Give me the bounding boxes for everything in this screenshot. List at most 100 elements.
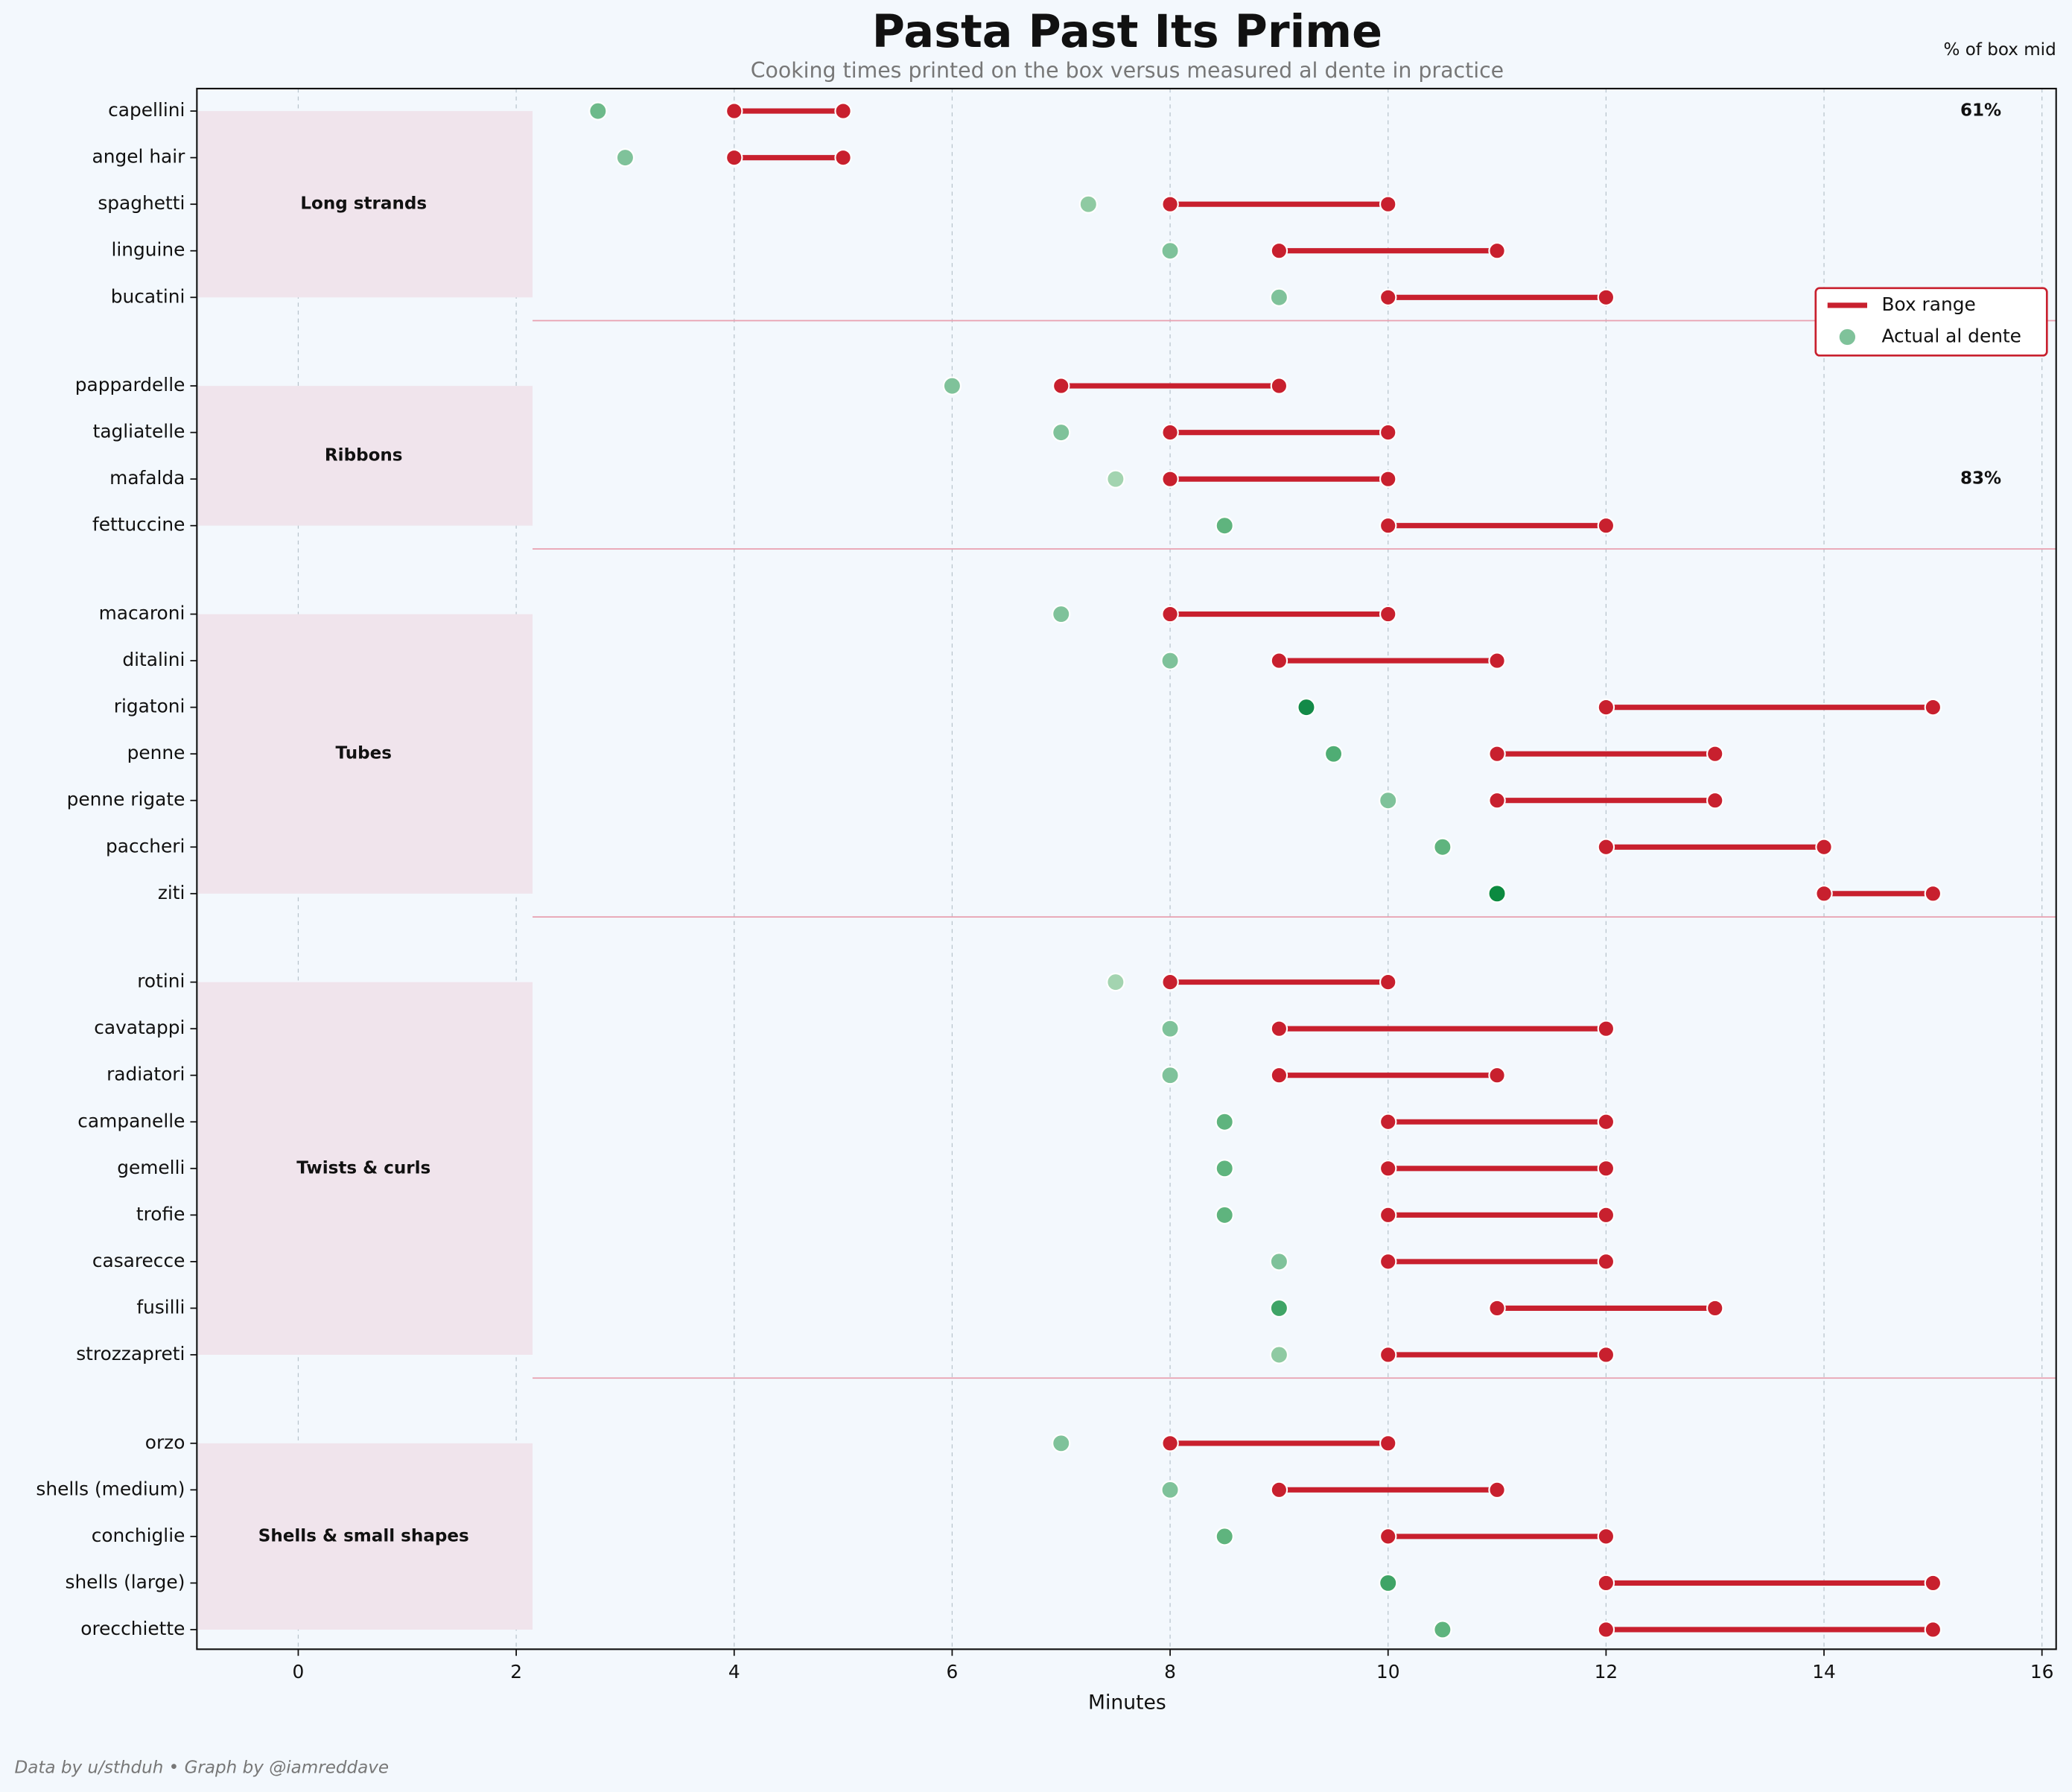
box-end [1379, 288, 1397, 306]
box-end [1379, 470, 1397, 488]
actual-dot [1215, 1112, 1234, 1131]
actual-dot [615, 148, 635, 168]
legend-label: Box range [1882, 293, 1976, 315]
box-end [1379, 1528, 1397, 1545]
x-tick-label: 6 [947, 1661, 959, 1683]
box-end [1924, 1621, 1942, 1639]
y-tick-label: ziti [158, 882, 185, 903]
box-end [1597, 1113, 1615, 1131]
box-end [1379, 605, 1397, 623]
actual-dot [1160, 1066, 1180, 1085]
x-tick-label: 12 [1595, 1661, 1618, 1683]
actual-dot [1052, 423, 1071, 442]
y-tick-label: shells (large) [66, 1571, 185, 1592]
box-end [1488, 1299, 1506, 1318]
box-end [1379, 517, 1397, 535]
box-end [1379, 1434, 1397, 1452]
actual-dot [1215, 516, 1234, 536]
actual-dot [1215, 1159, 1234, 1178]
y-tick-label: ditalini [122, 649, 185, 670]
corner-note: % of box mid [1943, 40, 2056, 60]
box-end [1161, 470, 1179, 488]
box-end [1161, 1434, 1179, 1452]
y-tick-label: spaghetti [98, 192, 185, 214]
y-tick-label: trofie [136, 1203, 185, 1224]
box-end [1379, 1160, 1397, 1178]
box-end [725, 102, 743, 120]
y-tick-label: rotini [137, 970, 185, 992]
box-end [1924, 698, 1942, 717]
actual-dot [1106, 973, 1125, 992]
box-end [1597, 517, 1615, 535]
box-end [1924, 1574, 1942, 1592]
box-end [1706, 745, 1724, 763]
footer: Data by u/sthduh • Graph by @iamreddave [15, 1758, 390, 1777]
y-tick-label: fusilli [136, 1296, 185, 1318]
actual-dot [1269, 1298, 1288, 1318]
y-tick-label: cavatappi [94, 1017, 185, 1038]
box-end [834, 148, 852, 167]
x-axis-label: Minutes [1088, 1691, 1166, 1715]
box-end [1270, 242, 1288, 260]
box-end [1488, 792, 1506, 810]
chart-subtitle: Cooking times printed on the box versus … [751, 58, 1504, 83]
box-end [1815, 838, 1833, 856]
group-band [198, 386, 533, 526]
group-band [198, 982, 533, 1355]
box-end [1597, 838, 1615, 856]
x-tick-label: 2 [510, 1661, 522, 1683]
box-end [1379, 1113, 1397, 1131]
actual-dot [1323, 744, 1344, 763]
group-label: Tubes [336, 744, 392, 763]
x-tick-label: 10 [1376, 1661, 1400, 1683]
box-end [1488, 652, 1506, 670]
chart-title: Pasta Past Its Prime [872, 6, 1382, 58]
y-tick-label: macaroni [99, 603, 185, 624]
y-tick-label: casarecce [92, 1250, 185, 1271]
box-end [1597, 1020, 1615, 1038]
plot-frame [196, 87, 2057, 1650]
y-tick-label: shells (medium) [36, 1478, 185, 1499]
box-end [1488, 1481, 1506, 1499]
box-end [1488, 745, 1506, 763]
box-end [1597, 698, 1615, 717]
box-end [1270, 652, 1288, 670]
actual-dot [1269, 287, 1288, 307]
y-tick-label: tagliatelle [93, 421, 185, 442]
actual-dot [1160, 651, 1180, 670]
actual-dot [1215, 1205, 1234, 1224]
actual-dot [1269, 1345, 1288, 1364]
y-tick-label: pappardelle [75, 374, 185, 395]
actual-dot [942, 376, 962, 395]
box-end [1597, 1621, 1615, 1639]
actual-dot [1160, 1480, 1180, 1499]
actual-dot [1379, 1573, 1398, 1593]
box-end [1161, 605, 1179, 623]
x-tick-label: 8 [1164, 1661, 1176, 1683]
actual-dot [1433, 1620, 1452, 1639]
y-tick-label: orecchiette [80, 1618, 185, 1639]
actual-dot [1269, 1252, 1288, 1271]
box-end [1379, 973, 1397, 991]
actual-dot [1379, 791, 1398, 810]
group-band [198, 111, 533, 298]
box-end [1488, 1067, 1506, 1084]
legend-label: Actual al dente [1882, 325, 2021, 346]
box-end [1597, 1160, 1615, 1178]
actual-dot [1297, 698, 1316, 717]
actual-dot [1052, 604, 1071, 624]
group-band [198, 614, 533, 894]
actual-dot [1215, 1527, 1234, 1546]
box-end [1597, 1528, 1615, 1545]
box-end [1706, 1299, 1724, 1318]
actual-dot [1160, 241, 1180, 261]
box-end [1379, 1253, 1397, 1271]
annotation: 83% [1960, 469, 2001, 489]
y-tick-label: radiatori [107, 1064, 185, 1085]
x-tick-label: 0 [293, 1661, 305, 1683]
actual-dot [1078, 194, 1098, 214]
box-end [1924, 885, 1942, 903]
actual-dot [588, 101, 608, 121]
box-end [1597, 1253, 1615, 1271]
box-end [1270, 377, 1288, 395]
